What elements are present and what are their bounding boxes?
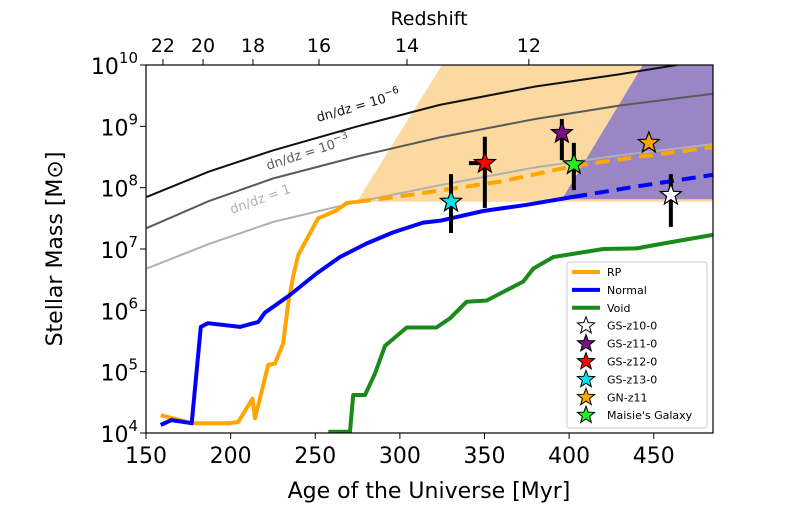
x-tick-label: 150	[125, 444, 167, 469]
series-rp-solid	[160, 199, 358, 426]
legend-item-gs-z11-0: GS-z11-0	[576, 333, 657, 353]
observations	[438, 118, 683, 234]
legend-label: RP	[607, 266, 622, 279]
legend-item-gs-z12-0: GS-z12-0	[576, 351, 657, 370]
dndz-curve-2	[146, 143, 713, 270]
legend-item-maisie-s-galaxy: Maisie's Galaxy	[576, 404, 693, 424]
legend-item-gs-z13-0: GS-z13-0	[576, 368, 657, 388]
y-tick-base: 10	[100, 423, 128, 448]
observation-gs-z12-0	[468, 136, 497, 208]
legend-label: GS-z13-0	[607, 373, 657, 386]
legend-label: GS-z11-0	[607, 338, 657, 351]
legend-item-normal: Normal	[572, 284, 647, 297]
legend-item-void: Void	[572, 302, 630, 315]
observation-maisie-s-galaxy	[561, 142, 586, 191]
top-tick-label: 22	[151, 35, 175, 57]
top-axis-title: Redshift	[390, 8, 467, 30]
legend-item-rp: RP	[572, 266, 622, 279]
y-tick-label: 104	[100, 417, 138, 448]
legend-item-gs-z10-0: GS-z10-0	[576, 315, 657, 335]
star-marker	[636, 130, 661, 154]
y-tick-label: 106	[100, 294, 138, 325]
top-tick-label: 16	[307, 35, 331, 57]
dndz-label-base: dn/dz = 1	[228, 182, 293, 218]
x-tick-label: 350	[464, 444, 506, 469]
shaded-regions	[356, 65, 713, 202]
legend-label: Normal	[607, 284, 647, 297]
x-axis-title: Age of the Universe [Myr]	[288, 479, 571, 504]
top-tick-label: 20	[191, 35, 215, 57]
y-tick-base: 10	[100, 300, 128, 325]
y-tick-label: 1010	[91, 49, 138, 80]
y-tick-exponent: 10	[119, 49, 138, 67]
observation-gn-z11	[636, 130, 661, 154]
y-tick-base: 10	[91, 55, 119, 80]
legend-star-swatch	[576, 368, 596, 388]
x-tick-label: 250	[294, 444, 336, 469]
x-tick-label: 300	[379, 444, 421, 469]
legend-label: GS-z10-0	[607, 320, 657, 333]
top-tick-label: 12	[517, 35, 541, 57]
legend-star-swatch	[576, 386, 596, 406]
legend-star-swatch	[576, 351, 596, 370]
y-tick-exponent: 4	[128, 417, 138, 435]
series-normal-dashed	[572, 172, 713, 199]
dndz-curves	[146, 65, 713, 270]
legend-star-swatch	[576, 404, 596, 424]
x-tick-label: 200	[210, 444, 252, 469]
dndz-label-exponent: −6	[383, 85, 400, 100]
star-marker	[472, 150, 497, 174]
legend-label: Void	[607, 302, 630, 315]
y-tick-label: 109	[100, 110, 138, 141]
dndz-curve-1	[146, 92, 713, 230]
y-tick-label: 105	[100, 356, 138, 387]
star-marker	[549, 120, 574, 144]
star-marker	[438, 189, 464, 213]
legend-star-swatch	[576, 333, 596, 353]
y-tick-exponent: 5	[128, 356, 138, 374]
observation-gs-z13-0	[438, 174, 464, 234]
dndz-label-2: dn/dz = 1	[228, 182, 293, 218]
y-tick-base: 10	[100, 239, 128, 264]
y-tick-base: 10	[100, 116, 128, 141]
star-marker	[658, 182, 683, 206]
legend-label: GS-z12-0	[607, 356, 657, 369]
dndz-label-0: dn/dz = 10−6	[314, 85, 402, 126]
legend-label: Maisie's Galaxy	[607, 409, 693, 422]
series-rp-dashed	[356, 145, 713, 204]
legend-star-swatch	[576, 315, 596, 335]
y-tick-label: 108	[100, 172, 138, 203]
dndz-label-1: dn/dz = 10−3	[264, 130, 352, 174]
observation-gs-z10-0	[658, 174, 683, 227]
y-tick-exponent: 7	[128, 233, 138, 251]
star-marker	[561, 151, 586, 175]
dndz-label-exponent: −3	[332, 130, 349, 145]
model-series	[159, 145, 713, 433]
legend-box	[566, 261, 708, 429]
observation-gs-z11-0	[549, 118, 574, 161]
x-tick-label: 400	[548, 444, 590, 469]
y-tick-exponent: 9	[128, 110, 138, 128]
y-tick-base: 10	[100, 362, 128, 387]
top-tick-label: 18	[241, 35, 265, 57]
series-normal-solid	[159, 194, 574, 427]
top-redshift-axis: 22 20 18 16 14 12	[151, 35, 541, 65]
legend-label: GN-z11	[607, 391, 648, 404]
y-tick-exponent: 6	[128, 294, 138, 312]
legend-item-gn-z11: GN-z11	[576, 386, 648, 406]
dndz-curve-0	[146, 65, 677, 198]
top-tick-label: 14	[395, 35, 419, 57]
x-axis: 150 200 250 300 350 400 450	[125, 433, 675, 469]
y-axis-title: Stellar Mass [M⊙]	[43, 152, 68, 347]
y-tick-exponent: 8	[128, 172, 138, 190]
y-tick-base: 10	[100, 178, 128, 203]
y-tick-label: 107	[100, 233, 138, 264]
x-tick-label: 450	[633, 444, 675, 469]
legend: RP Normal Void GS-z10-0 GS-z11-0 GS-z12-0 GS-z…	[566, 261, 708, 429]
series-void-solid	[328, 232, 713, 433]
